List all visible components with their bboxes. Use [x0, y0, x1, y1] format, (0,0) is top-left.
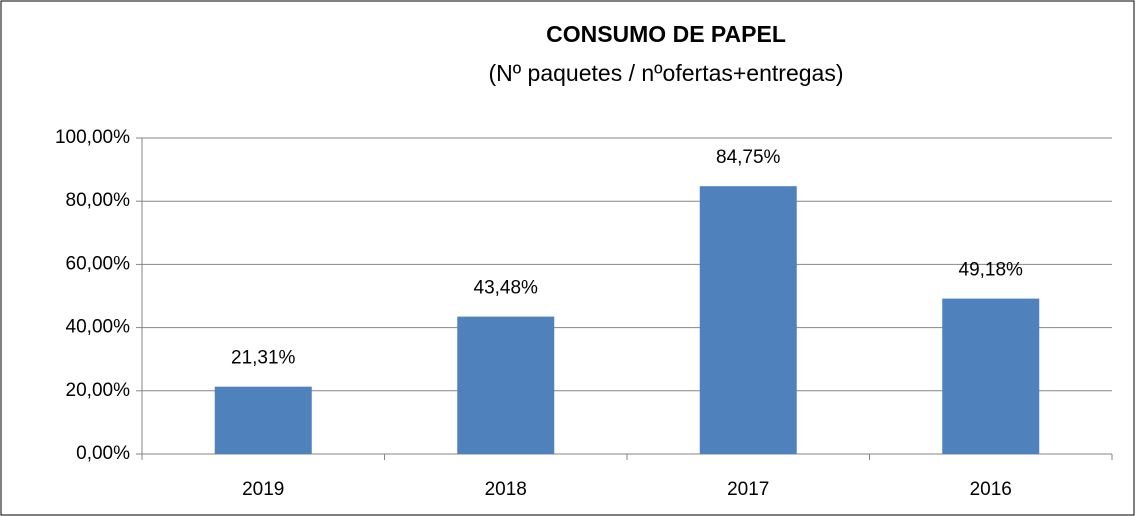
- data-label: 84,75%: [716, 147, 781, 168]
- data-label: 49,18%: [959, 260, 1024, 281]
- y-tick-label: 60,00%: [66, 253, 131, 274]
- y-tick-label: 40,00%: [66, 317, 131, 338]
- bar: [699, 186, 797, 454]
- chart-title: CONSUMO DE PAPEL: [546, 21, 786, 47]
- y-tick-label: 100,00%: [55, 127, 130, 148]
- bar: [942, 298, 1040, 454]
- bar: [214, 386, 312, 454]
- x-tick-label: 2018: [485, 479, 527, 500]
- x-tick-label: 2017: [727, 479, 769, 500]
- data-label: 21,31%: [231, 348, 296, 369]
- bar: [457, 316, 555, 454]
- data-label: 43,48%: [474, 278, 539, 299]
- y-tick-label: 20,00%: [66, 380, 131, 401]
- x-tick-label: 2019: [242, 479, 284, 500]
- chart-subtitle: (Nº paquetes / nºofertas+entregas): [489, 60, 844, 86]
- y-tick-label: 80,00%: [66, 190, 131, 211]
- x-tick-label: 2016: [970, 479, 1012, 500]
- y-tick-label: 0,00%: [76, 443, 130, 464]
